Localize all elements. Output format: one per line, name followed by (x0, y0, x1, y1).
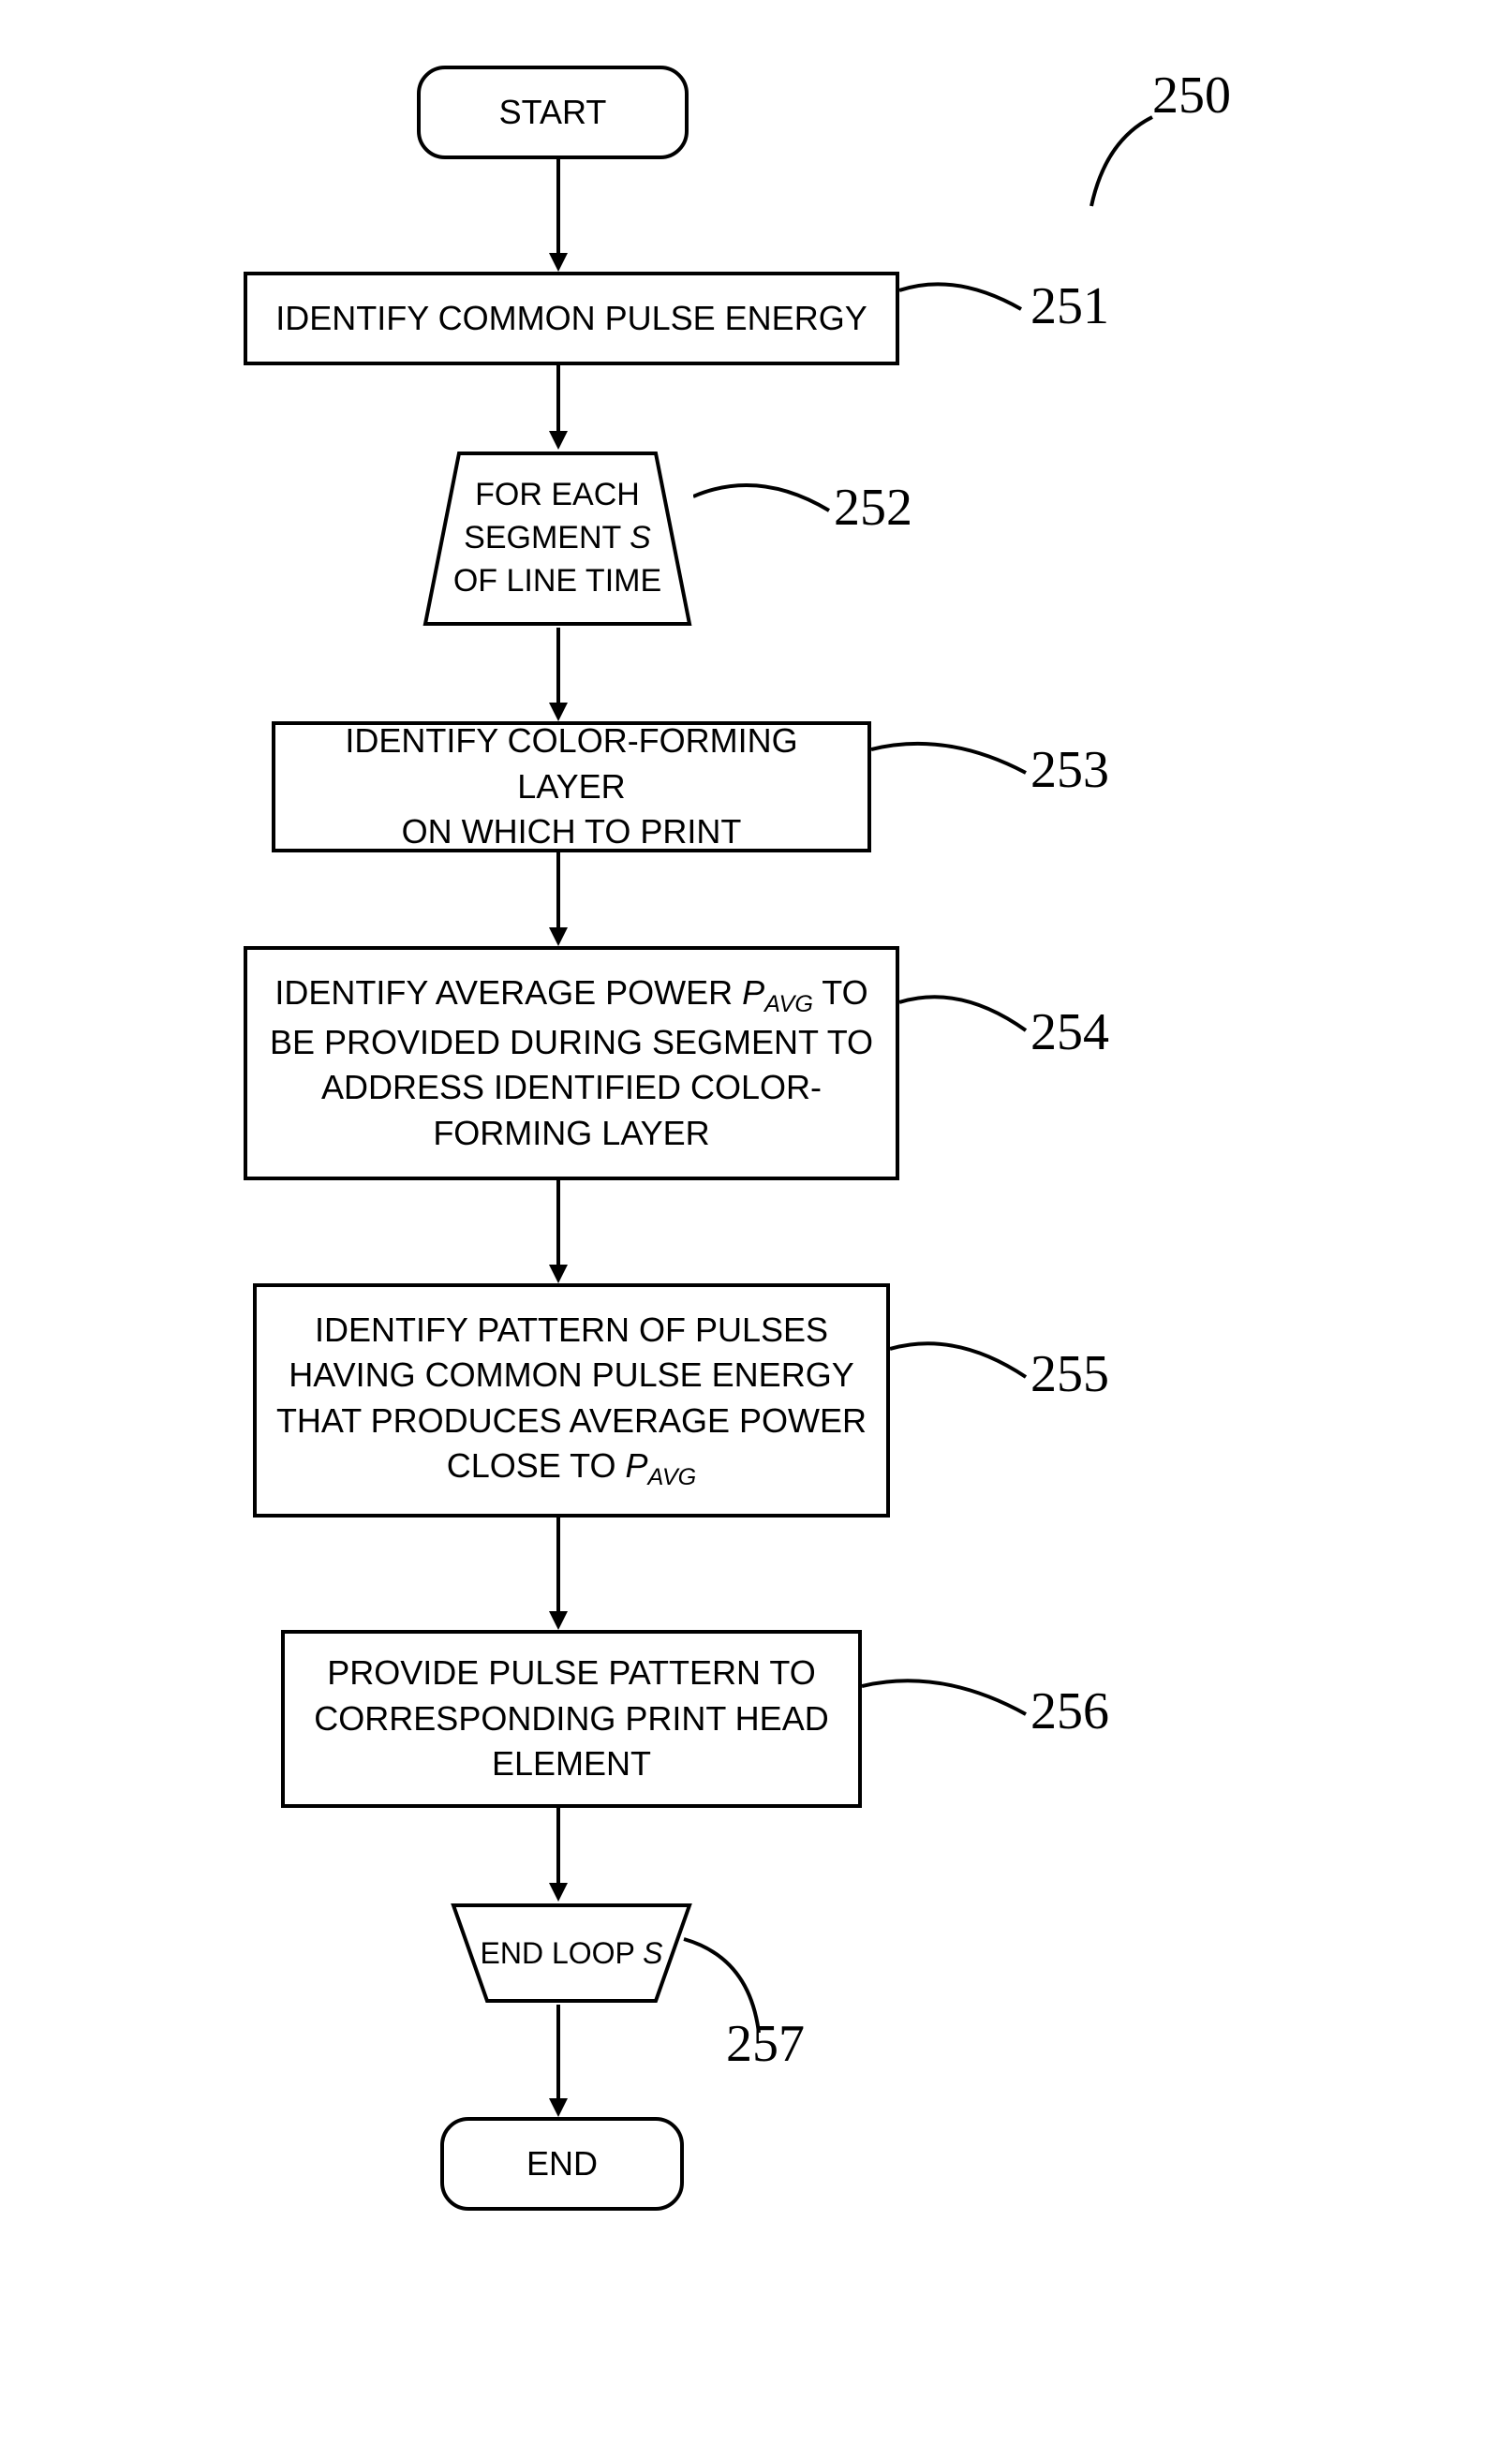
callout-254 (899, 974, 1030, 1049)
node-256: PROVIDE PULSE PATTERN TO CORRESPONDING P… (281, 1630, 862, 1808)
node-252-line3: OF LINE TIME (453, 560, 661, 603)
node-256-text: PROVIDE PULSE PATTERN TO CORRESPONDING P… (314, 1651, 828, 1787)
label-256: 256 (1030, 1681, 1109, 1741)
end-node: END (440, 2117, 684, 2211)
arrow-254-255 (549, 1180, 568, 1283)
arrow-start-251 (549, 159, 568, 272)
label-251: 251 (1030, 276, 1109, 336)
arrow-256-257 (549, 1808, 568, 1902)
arrow-255-256 (549, 1518, 568, 1630)
node-253: IDENTIFY COLOR-FORMING LAYER ON WHICH TO… (272, 721, 871, 852)
node-252-line1: FOR EACH (475, 474, 640, 517)
callout-253 (871, 721, 1030, 787)
node-257: END LOOP S (450, 1902, 693, 2005)
node-252-line2: SEGMENT S (464, 517, 651, 560)
node-252: FOR EACH SEGMENT S OF LINE TIME (422, 450, 693, 628)
callout-255 (890, 1321, 1030, 1396)
arrow-252-253 (549, 628, 568, 721)
arrow-257-end (549, 2005, 568, 2117)
callout-252 (693, 459, 834, 534)
start-node: START (417, 66, 689, 159)
arrow-253-254 (549, 852, 568, 946)
node-255: IDENTIFY PATTERN OF PULSESHAVING COMMON … (253, 1283, 890, 1518)
label-253: 253 (1030, 740, 1109, 800)
label-255: 255 (1030, 1344, 1109, 1404)
label-257: 257 (726, 2014, 805, 2074)
arrow-251-252 (549, 365, 568, 450)
label-254: 254 (1030, 1002, 1109, 1062)
callout-251 (899, 262, 1030, 328)
node-254: IDENTIFY AVERAGE POWER PAVG TOBE PROVIDE… (244, 946, 899, 1180)
node-253-text: IDENTIFY COLOR-FORMING LAYER ON WHICH TO… (294, 718, 849, 855)
node-254-text: IDENTIFY AVERAGE POWER PAVG TOBE PROVIDE… (270, 970, 873, 1157)
node-255-text: IDENTIFY PATTERN OF PULSESHAVING COMMON … (276, 1308, 867, 1494)
callout-256 (862, 1658, 1030, 1733)
label-250: 250 (1152, 66, 1231, 126)
node-257-text: END LOOP S (480, 1936, 662, 1971)
start-text: START (499, 93, 607, 132)
end-text: END (526, 2144, 598, 2184)
label-252: 252 (834, 478, 912, 538)
node-251-text: IDENTIFY COMMON PULSE ENERGY (275, 299, 867, 338)
node-251: IDENTIFY COMMON PULSE ENERGY (244, 272, 899, 365)
